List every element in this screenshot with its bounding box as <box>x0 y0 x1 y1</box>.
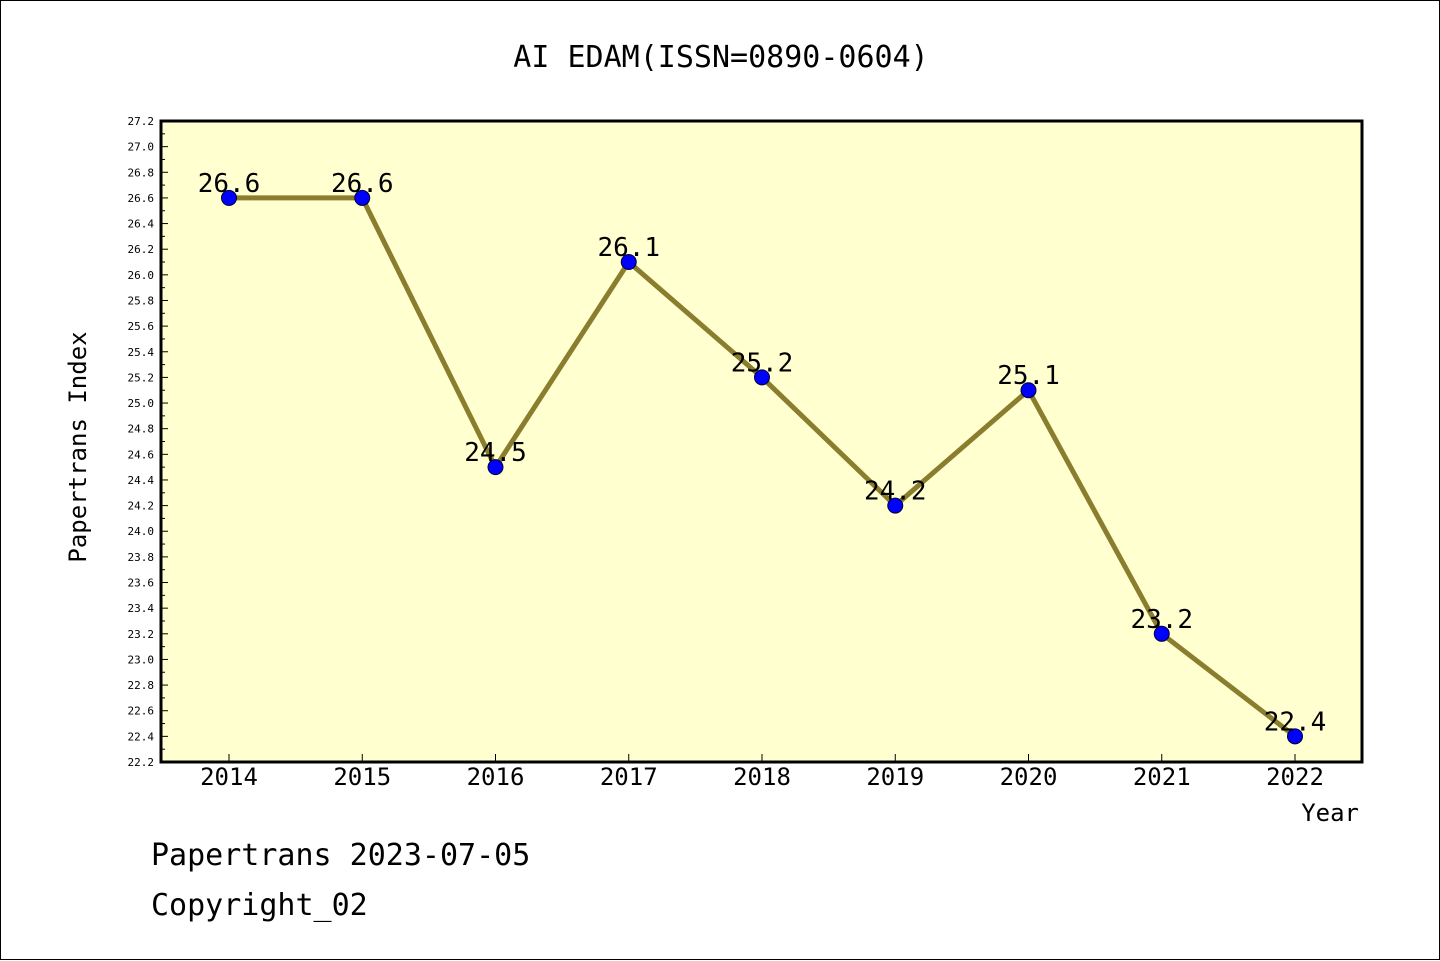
y-tick-label: 27.2 <box>128 115 155 128</box>
y-tick-label: 24.0 <box>128 525 155 538</box>
y-tick-label: 22.4 <box>128 730 155 743</box>
y-tick-label: 23.4 <box>128 602 155 615</box>
y-tick-label: 26.6 <box>128 192 155 205</box>
data-label: 23.2 <box>1130 605 1193 635</box>
data-point <box>354 189 371 206</box>
plot-border <box>159 119 1364 764</box>
y-tick-label: 24.6 <box>128 448 155 461</box>
data-point <box>1153 625 1170 642</box>
y-tick-label: 22.2 <box>128 756 155 769</box>
y-tick-label: 27.0 <box>128 141 155 154</box>
y-tick-label: 26.2 <box>128 243 155 256</box>
data-point <box>487 459 504 476</box>
series-markers <box>221 189 1303 745</box>
data-label: 25.1 <box>997 361 1060 391</box>
data-labels: 26.6 26.6 24.5 26.1 25.2 24.2 25.1 23.2 22.4 <box>198 169 1327 737</box>
y-tick-label: 25.8 <box>128 294 155 307</box>
data-point <box>887 497 904 514</box>
footer-copyright: Copyright_02 <box>151 888 368 923</box>
x-tick-label: 2021 <box>1133 763 1191 791</box>
data-label: 26.1 <box>597 233 660 263</box>
data-label: 24.5 <box>464 438 527 468</box>
x-tick-label: 2018 <box>733 763 791 791</box>
y-tick-label: 22.8 <box>128 679 155 692</box>
data-label: 25.2 <box>731 348 794 378</box>
y-axis-label: Papertrans Index <box>64 331 92 562</box>
y-tick-label: 25.2 <box>128 371 155 384</box>
data-label: 22.4 <box>1264 707 1327 737</box>
data-label: 26.6 <box>198 169 261 199</box>
y-tick-label: 26.4 <box>128 218 155 231</box>
y-tick-label: 23.2 <box>128 628 155 641</box>
y-tick-label: 24.2 <box>128 500 155 513</box>
y-tick-label: 23.6 <box>128 577 155 590</box>
data-label: 26.6 <box>331 169 394 199</box>
y-axis: 22.2 22.4 22.6 22.8 23.0 23.2 23.4 23.6 23.8 24.0… <box>128 115 168 769</box>
x-axis-label: Year <box>1301 799 1359 827</box>
y-tick-label: 24.4 <box>128 474 155 487</box>
x-tick-label: 2015 <box>333 763 391 791</box>
data-point <box>620 254 637 271</box>
data-label: 24.2 <box>864 477 927 507</box>
y-tick-label: 23.0 <box>128 653 155 666</box>
plot-area <box>161 121 1362 762</box>
x-tick-label: 2022 <box>1266 763 1324 791</box>
y-tick-label: 25.6 <box>128 320 155 333</box>
y-tick-label: 26.0 <box>128 269 155 282</box>
data-point <box>754 369 770 386</box>
y-tick-label: 22.6 <box>128 705 155 718</box>
x-tick-label: 2020 <box>1000 763 1058 791</box>
x-tick-label: 2016 <box>467 763 525 791</box>
data-point <box>1287 728 1303 745</box>
data-point <box>1020 382 1037 399</box>
chart-title: AI EDAM(ISSN=0890-0604) <box>513 40 928 75</box>
y-tick-label: 25.0 <box>128 397 155 410</box>
x-axis: 2014 2015 2016 2017 2018 2019 2020 2021 2022 <box>200 754 1324 791</box>
y-tick-label: 25.4 <box>128 346 155 359</box>
y-tick-label: 24.8 <box>128 423 155 436</box>
x-tick-label: 2014 <box>200 763 258 791</box>
x-tick-label: 2019 <box>866 763 924 791</box>
footer-date: Papertrans 2023-07-05 <box>151 838 530 873</box>
data-point <box>221 189 237 206</box>
x-tick-label: 2017 <box>600 763 658 791</box>
y-tick-label: 26.8 <box>128 166 155 179</box>
y-tick-label: 23.8 <box>128 551 155 564</box>
